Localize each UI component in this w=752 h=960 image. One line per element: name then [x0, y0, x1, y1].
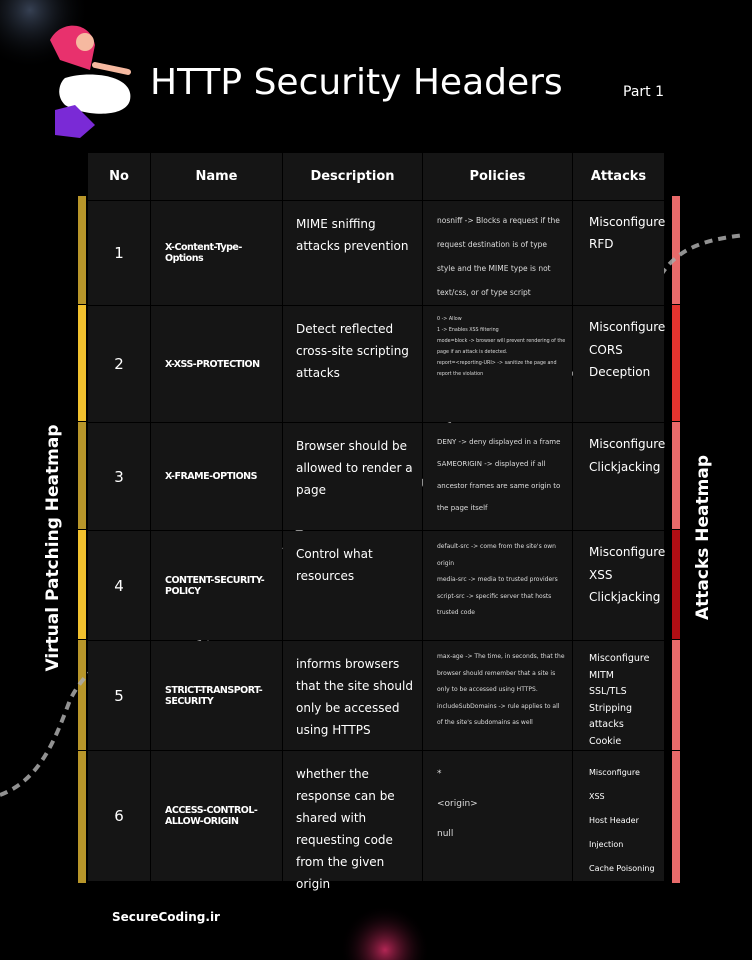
policies: 0 -> Allow 1 -> Enables XSS filtering mode…	[423, 306, 572, 422]
header-policies: Policies	[423, 153, 572, 200]
description: MIME sniffing attacks prevention	[283, 201, 422, 305]
row-number: 3	[88, 423, 150, 530]
policies: DENY -> deny displayed in a frame SAMEORI…	[423, 423, 572, 530]
header-attacks: Attacks	[573, 153, 664, 200]
subtitle: Part 1	[623, 84, 664, 100]
description: Browser should be allowed to render a pa…	[283, 423, 422, 530]
footer: SecureCoding.ir	[112, 910, 220, 924]
header-name: X-XSS-PROTECTION	[151, 306, 282, 422]
attack: Clickjacking	[589, 590, 661, 604]
left-label: Virtual Patching Heatmap	[43, 424, 63, 672]
policy: media-src -> media to trusted providers	[437, 576, 558, 583]
header-name: STRICT-TRANSPORT-SECURITY	[151, 641, 282, 750]
attack: Host Header	[589, 816, 639, 825]
header-no: No	[88, 153, 150, 200]
attack: Misconfigure	[589, 768, 640, 777]
attacks: Misconfigure CORS Deception	[573, 306, 666, 422]
attacks: Misconfigure XSS Host Header Injection Cache…	[573, 751, 664, 881]
attacks: Misconfigure RFD	[573, 201, 666, 305]
header-name: Name	[151, 153, 282, 200]
row-number: 5	[88, 641, 150, 750]
row-number: 2	[88, 306, 150, 422]
attack: Misconfigure	[589, 545, 666, 559]
header-description: Description	[283, 153, 422, 200]
description: Control what resources	[283, 531, 422, 640]
attack: Misconfigure	[589, 653, 650, 664]
policy: 1 -> Enables XSS filtering	[437, 328, 499, 333]
policy: report=<reporting-URI> -> sanitize the p…	[437, 361, 557, 377]
attack: XSS	[589, 792, 605, 801]
attack: MITM	[589, 669, 614, 681]
attack: Injection	[589, 840, 624, 849]
attack: CORS	[589, 342, 623, 357]
attacks: Misconfigure Clickjacking	[573, 423, 666, 530]
row-number: 1	[88, 201, 150, 305]
title: HTTP Security Headers	[150, 62, 563, 103]
attack: Deception	[589, 365, 651, 379]
policies: * <origin> null	[423, 751, 572, 881]
description: whether the response can be shared with …	[283, 751, 422, 891]
policies: max-age -> The time, in seconds, that th…	[423, 641, 572, 750]
attack: Cache Poisoning	[589, 864, 655, 873]
row-number: 4	[88, 531, 150, 640]
policy: 0 -> Allow	[437, 317, 462, 322]
attacks: Misconfigure XSS Clickjacking	[573, 531, 666, 640]
right-label: Attacks Heatmap	[693, 454, 713, 620]
attack: Stripping attacks	[589, 702, 633, 731]
header-name: ACCESS-CONTROL-ALLOW-ORIGIN	[151, 751, 282, 881]
header-name: X-Content-Type-Options	[151, 201, 282, 305]
attack: Misconfigure	[589, 215, 666, 229]
policies: default-src -> come from the site's own …	[423, 531, 572, 640]
policy: includeSubDomains -> rule applies to all…	[437, 702, 560, 727]
description: informs browsers that the site should on…	[283, 641, 422, 750]
policy: max-age -> The time, in seconds, that th…	[437, 653, 565, 693]
attack: XSS	[589, 567, 613, 582]
description: Detect reflected cross-site scripting at…	[283, 306, 422, 422]
policy: mode=block -> browser will prevent rende…	[437, 339, 566, 355]
attack: RFD	[589, 237, 614, 251]
policy: SAMEORIGIN -> displayed if all ancestor …	[437, 460, 561, 512]
attack: Clickjacking	[589, 460, 661, 474]
attacks: Misconfigure MITM SSL/TLS Stripping attacks…	[573, 641, 664, 780]
policy: script-src -> specific server that hosts…	[437, 592, 552, 617]
attack: Misconfigure	[589, 320, 666, 334]
policies: nosniff -> Blocks a request if the reque…	[423, 201, 572, 305]
policy: default-src -> come from the site's own …	[437, 543, 556, 567]
policy: DENY -> deny displayed in a frame	[437, 438, 561, 446]
header-name: X-FRAME-OPTIONS	[151, 423, 282, 530]
policy: nosniff -> Blocks a request if the reque…	[437, 216, 560, 297]
policy: *	[437, 769, 442, 779]
policy: null	[437, 829, 454, 839]
policy: <origin>	[437, 799, 478, 809]
attack: SSL/TLS	[589, 686, 627, 697]
header-name: CONTENT-SECURITY-POLICY	[151, 531, 282, 640]
attack: Misconfigure	[589, 437, 666, 451]
row-number: 6	[88, 751, 150, 881]
